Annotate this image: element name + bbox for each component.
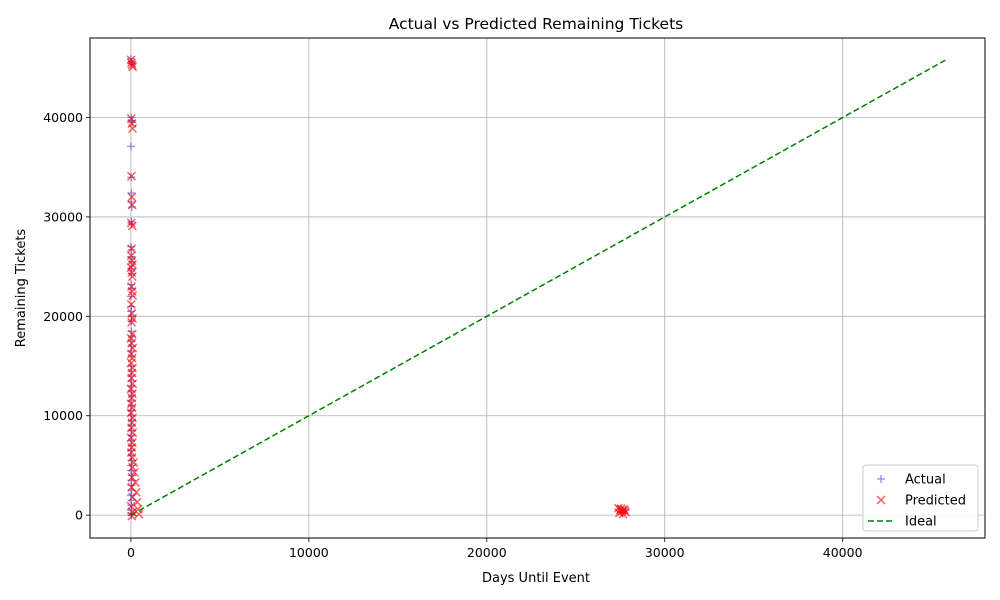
predicted-point-stroke [126, 333, 136, 343]
chart-title: Actual vs Predicted Remaining Tickets [389, 15, 684, 33]
predicted-point-stroke [127, 423, 137, 433]
predicted-point-stroke [126, 55, 136, 65]
predicted-point [131, 487, 141, 497]
predicted-point [126, 299, 136, 309]
y-tick-label: 20000 [43, 309, 83, 324]
legend-marker-actual [877, 475, 885, 483]
x-tick-label: 10000 [289, 545, 329, 560]
predicted-point [127, 192, 137, 202]
predicted-point [126, 171, 136, 181]
predicted-point-stroke [128, 123, 138, 133]
predicted-point-stroke [126, 171, 136, 181]
predicted-point-stroke [127, 452, 137, 462]
predicted-point-stroke [126, 433, 136, 443]
predicted-point-stroke [127, 192, 137, 202]
predicted-point-stroke [127, 317, 137, 327]
predicted-point-stroke [127, 286, 137, 296]
y-axis-title: Remaining Tickets [14, 229, 29, 348]
predicted-point-stroke [127, 244, 137, 254]
predicted-point [128, 62, 138, 72]
predicted-point-stroke [128, 492, 138, 502]
predicted-point-stroke [126, 448, 136, 458]
legend-marker-predicted-stroke [876, 495, 886, 505]
y-tick-label: 40000 [43, 110, 83, 125]
predicted-point-stroke [126, 114, 136, 124]
predicted-point-stroke [126, 58, 136, 68]
legend: Actual Predicted Ideal [862, 464, 979, 532]
predicted-point-stroke [126, 282, 136, 292]
predicted-point-stroke [126, 299, 136, 309]
predicted-point-stroke [126, 399, 136, 409]
predicted-point [128, 428, 138, 438]
actual-point [127, 466, 136, 475]
predicted-point [127, 317, 137, 327]
predicted-point [127, 60, 137, 70]
predicted-point [616, 504, 626, 514]
predicted-point-stroke [128, 343, 138, 353]
predicted-point [134, 509, 144, 519]
predicted-point-stroke [127, 200, 137, 210]
predicted-point [128, 123, 138, 133]
predicted-point-stroke [127, 221, 137, 231]
legend-label-actual: Actual [905, 473, 946, 488]
x-tick-label: 30000 [645, 545, 685, 560]
predicted-point-stroke [126, 251, 136, 261]
predicted-point-stroke [128, 290, 138, 300]
predicted-point-stroke [127, 338, 137, 348]
predicted-point-stroke [131, 487, 141, 497]
predicted-point-stroke [126, 384, 136, 394]
predicted-point-stroke [128, 379, 138, 389]
plot-area [126, 54, 949, 521]
predicted-point [126, 218, 136, 228]
y-tick-label: 10000 [43, 408, 83, 423]
predicted-point-stroke [127, 482, 137, 492]
predicted-point-stroke [127, 256, 137, 266]
predicted-point-stroke [126, 349, 136, 359]
predicted-point [128, 379, 138, 389]
predicted-point [127, 472, 137, 482]
predicted-point-stroke [616, 504, 626, 514]
predicted-point-stroke [130, 477, 140, 487]
predicted-point-stroke [134, 509, 144, 519]
x-tick-label: 40000 [823, 545, 863, 560]
predicted-point-stroke [126, 358, 136, 368]
predicted-point-stroke [620, 506, 630, 516]
predicted-point [127, 200, 137, 210]
legend-label-ideal: Ideal [905, 515, 937, 530]
predicted-point-stroke [127, 60, 137, 70]
x-tick-label: 0 [127, 545, 135, 560]
predicted-point [130, 477, 140, 487]
legend-marker-predicted [876, 495, 886, 505]
predicted-point [128, 462, 138, 472]
predicted-point-stroke [126, 263, 136, 273]
predicted-point-stroke [126, 408, 136, 418]
grid [90, 38, 985, 538]
predicted-point-stroke [128, 62, 138, 72]
predicted-point [129, 467, 139, 477]
axes-frame [89, 37, 986, 539]
predicted-point-stroke [127, 272, 137, 282]
axis-ticks: 0 10000 20000 30000 40000 0 10000 20000 30000 400… [43, 110, 862, 560]
ideal-line [130, 58, 949, 516]
predicted-point-stroke [128, 462, 138, 472]
y-tick-label: 0 [75, 508, 83, 523]
predicted-point-stroke [129, 467, 139, 477]
y-tick-label: 30000 [43, 209, 83, 224]
predicted-point [127, 244, 137, 254]
predicted-point-stroke [126, 218, 136, 228]
predicted-point [127, 452, 137, 462]
predicted-point-stroke [128, 428, 138, 438]
predicted-point-stroke [127, 472, 137, 482]
legend-label-predicted: Predicted [905, 494, 966, 509]
predicted-point [127, 272, 137, 282]
legend-box [862, 464, 979, 532]
x-axis-title: Days Until Event [482, 571, 590, 586]
x-tick-label: 20000 [467, 545, 507, 560]
predicted-point [128, 290, 138, 300]
predicted-point [127, 221, 137, 231]
actual-point [127, 142, 136, 151]
predicted-point-stroke [127, 268, 137, 278]
